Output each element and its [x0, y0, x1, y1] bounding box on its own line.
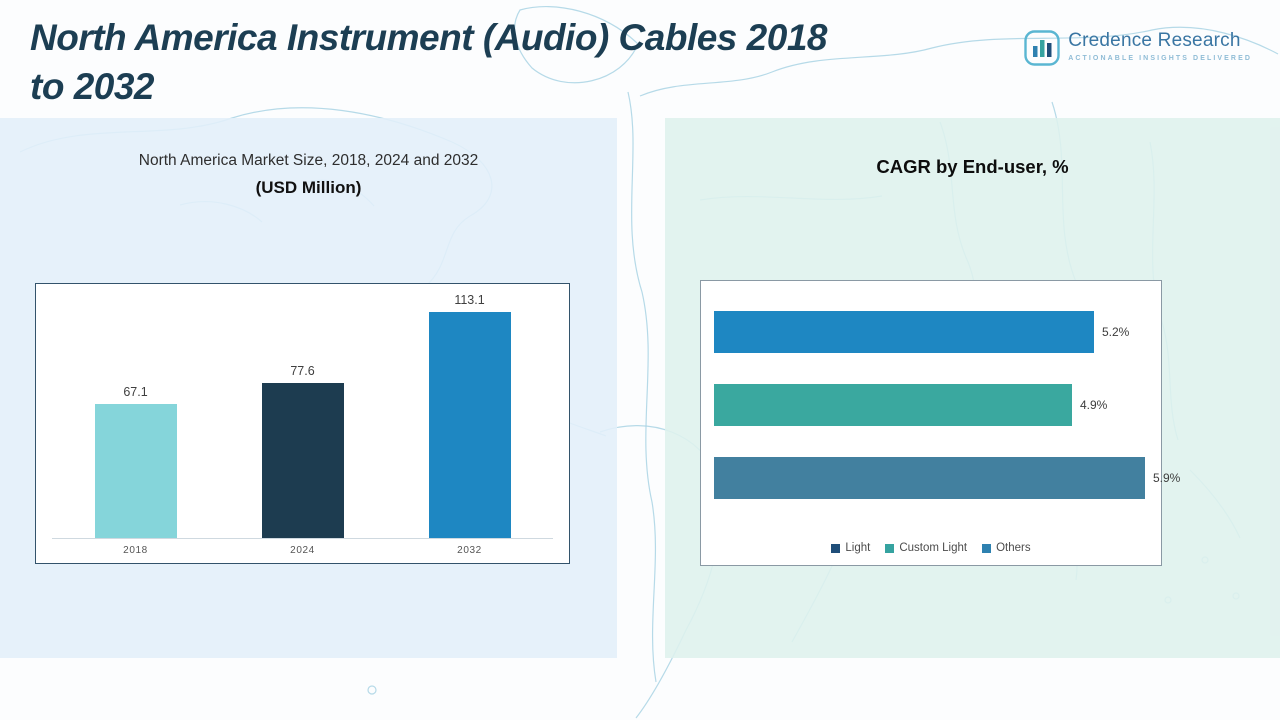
bar-chart-logo-icon [1024, 30, 1060, 66]
category-label: 2018 [123, 545, 148, 556]
page-title: North America Instrument (Audio) Cables … [30, 14, 827, 112]
cagr-chart: 5.2% 4.9% 5.9% Light Custom Light Others [700, 280, 1180, 566]
legend-label: Others [996, 542, 1031, 554]
bar-value-label: 5.9% [1153, 471, 1181, 485]
bar [428, 312, 511, 538]
bar-row: 4.9% [714, 384, 1161, 426]
brand-name: Credence Research [1068, 30, 1241, 51]
page-title-line1: North America Instrument (Audio) Cables … [30, 17, 827, 58]
cagr-chart-title: CAGR by End-user, % [876, 156, 1069, 177]
brand-text: Credence Research Actionable Insights De… [1068, 30, 1252, 62]
bar-group: 113.1 2032 [428, 293, 511, 556]
bar-row: 5.2% [714, 311, 1161, 353]
cagr-plot-area: 5.2% 4.9% 5.9% [714, 311, 1180, 530]
bar-value-label: 5.2% [1102, 325, 1130, 339]
legend-item: Light [831, 542, 870, 554]
legend-item: Custom Light [885, 542, 967, 554]
market-size-chart-unit: (USD Million) [255, 178, 362, 197]
bar-value-label: 113.1 [454, 293, 485, 307]
bar-value-label: 4.9% [1080, 398, 1108, 412]
bar-group: 77.6 2024 [261, 364, 344, 556]
legend-swatch [982, 543, 992, 553]
legend-item: Others [982, 542, 1031, 554]
market-size-panel: North America Market Size, 2018, 2024 an… [0, 118, 617, 658]
cagr-legend: Light Custom Light Others [701, 542, 1161, 554]
cagr-panel: CAGR by End-user, % 5.2% 4.9% 5.9% Light Cu… [665, 118, 1280, 658]
page-title-line2: to 2032 [30, 65, 155, 107]
brand-tagline: Actionable Insights Delivered [1068, 55, 1252, 62]
bar [714, 384, 1072, 426]
market-size-chart-title: North America Market Size, 2018, 2024 an… [138, 152, 479, 169]
bar-value-label: 67.1 [123, 385, 148, 399]
category-label: 2032 [457, 545, 482, 556]
bar-group: 67.1 2018 [94, 385, 177, 556]
bar [714, 457, 1145, 499]
bar [94, 404, 177, 538]
market-size-chart: 67.1 2018 77.6 2024 113.1 2032 [35, 283, 570, 564]
bar-value-label: 77.6 [290, 364, 315, 378]
bar-row: 5.9% [714, 457, 1180, 499]
legend-swatch [885, 543, 895, 553]
category-label: 2024 [290, 545, 315, 556]
brand-logo: Credence Research Actionable Insights De… [1024, 30, 1252, 66]
bar [261, 383, 344, 538]
bar [714, 311, 1094, 353]
legend-label: Light [845, 542, 871, 554]
legend-label: Custom Light [899, 542, 968, 554]
legend-swatch [831, 543, 841, 553]
market-size-plot-area: 67.1 2018 77.6 2024 113.1 2032 [52, 284, 553, 556]
